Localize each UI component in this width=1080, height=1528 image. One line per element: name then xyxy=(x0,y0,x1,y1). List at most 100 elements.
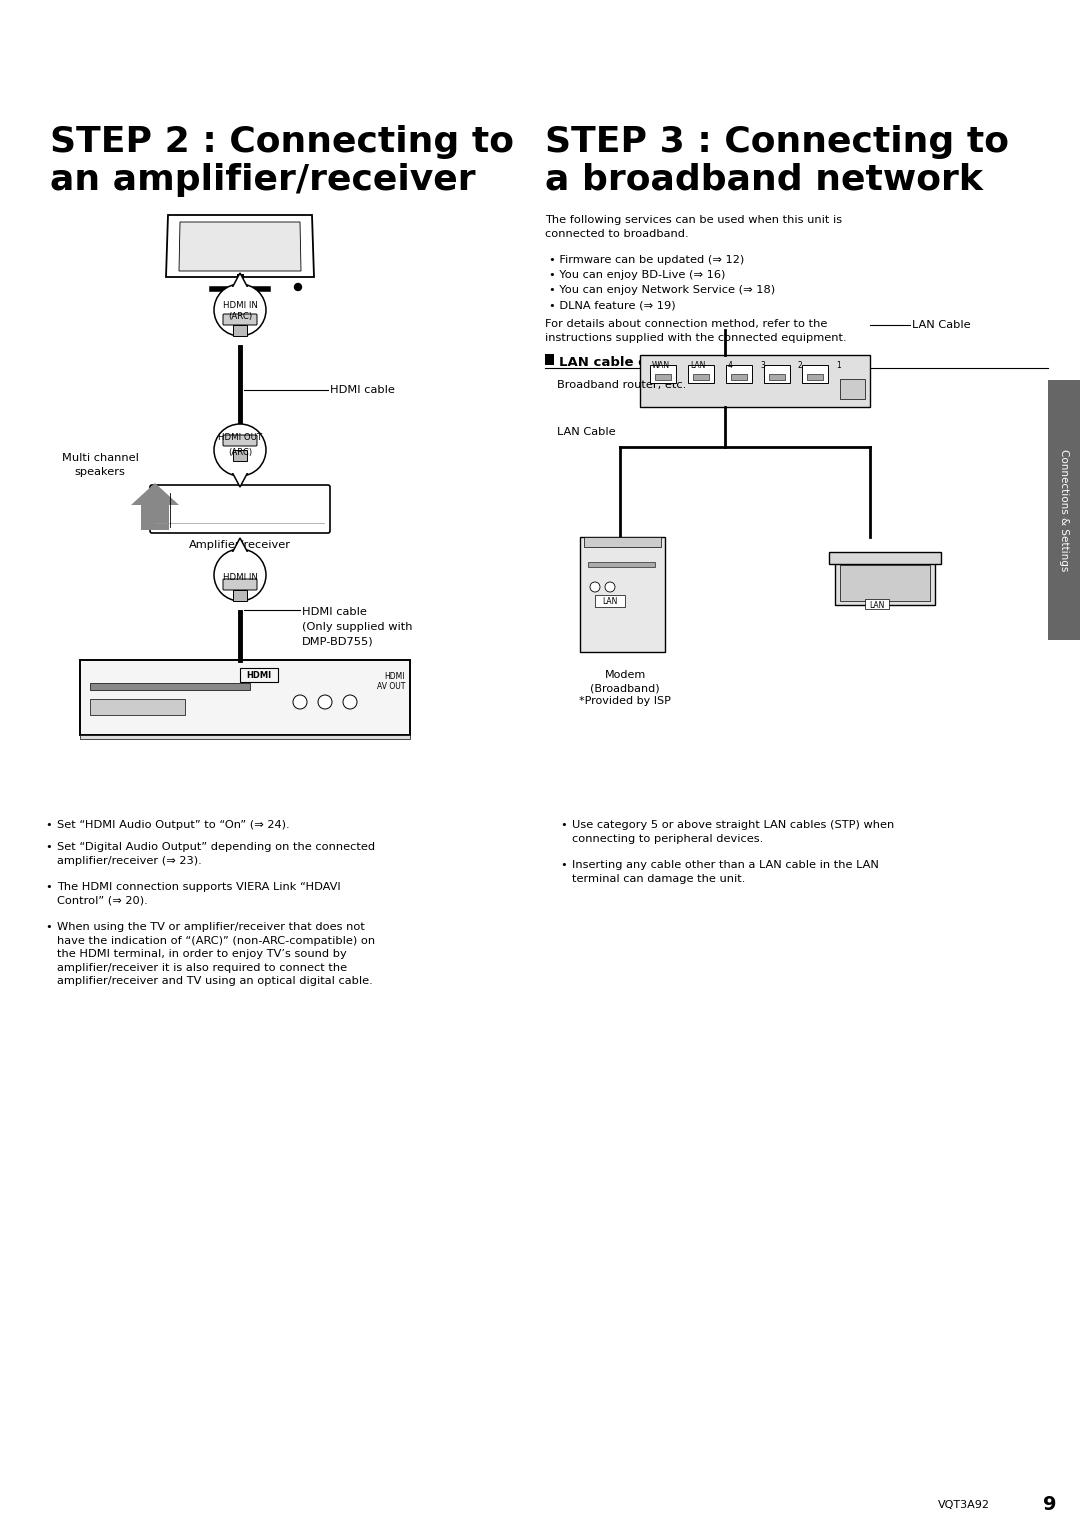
Bar xyxy=(731,374,747,380)
Bar xyxy=(840,379,865,399)
Circle shape xyxy=(293,695,307,709)
Bar xyxy=(764,365,789,384)
Circle shape xyxy=(214,549,266,601)
Text: Amplifier/receiver: Amplifier/receiver xyxy=(189,539,291,550)
Text: HDMI OUT: HDMI OUT xyxy=(218,434,262,443)
Text: Set “Digital Audio Output” depending on the connected
amplifier/receiver (⇒ 23).: Set “Digital Audio Output” depending on … xyxy=(57,842,375,865)
Text: DMP-BD755): DMP-BD755) xyxy=(302,637,374,646)
Circle shape xyxy=(295,284,301,290)
Bar xyxy=(80,735,410,740)
Text: HDMI
AV OUT: HDMI AV OUT xyxy=(377,672,405,691)
Bar xyxy=(584,536,661,547)
Text: When using the TV or amplifier/receiver that does not
have the indication of “(A: When using the TV or amplifier/receiver … xyxy=(57,921,375,987)
Text: •: • xyxy=(561,860,567,869)
Bar xyxy=(90,698,185,715)
Circle shape xyxy=(590,582,600,591)
Polygon shape xyxy=(232,538,248,553)
Polygon shape xyxy=(232,274,248,287)
Text: LAN cable connection: LAN cable connection xyxy=(559,356,720,368)
Bar xyxy=(240,668,278,681)
Text: Multi channel
speakers: Multi channel speakers xyxy=(62,452,138,477)
Polygon shape xyxy=(179,222,301,270)
Bar xyxy=(90,683,249,691)
Text: HDMI IN: HDMI IN xyxy=(222,301,257,310)
Bar xyxy=(580,536,665,652)
Bar xyxy=(654,374,671,380)
Text: (Only supplied with: (Only supplied with xyxy=(302,622,413,633)
Text: •: • xyxy=(45,821,52,830)
FancyBboxPatch shape xyxy=(150,484,330,533)
Text: Broadband router, etc.: Broadband router, etc. xyxy=(557,380,686,390)
Text: Set “HDMI Audio Output” to “On” (⇒ 24).: Set “HDMI Audio Output” to “On” (⇒ 24). xyxy=(57,821,289,830)
Circle shape xyxy=(214,284,266,336)
Text: HDMI cable: HDMI cable xyxy=(330,385,395,396)
Text: an amplifier/receiver: an amplifier/receiver xyxy=(50,163,475,197)
Polygon shape xyxy=(131,483,179,530)
Text: The following services can be used when this unit is
connected to broadband.: The following services can be used when … xyxy=(545,215,842,238)
Bar xyxy=(807,374,823,380)
Text: •: • xyxy=(45,882,52,892)
Bar xyxy=(726,365,752,384)
Bar xyxy=(840,565,930,601)
Text: Use category 5 or above straight LAN cables (STP) when
connecting to peripheral : Use category 5 or above straight LAN cab… xyxy=(572,821,894,843)
Bar xyxy=(688,365,714,384)
Text: HDMI cable: HDMI cable xyxy=(302,607,367,617)
Bar xyxy=(545,354,554,365)
Bar xyxy=(650,365,676,384)
Bar xyxy=(80,660,410,735)
Bar xyxy=(595,594,625,607)
Text: a broadband network: a broadband network xyxy=(545,163,983,197)
Polygon shape xyxy=(166,215,314,277)
Text: Connections & Settings: Connections & Settings xyxy=(1059,449,1069,571)
Text: VQT3A92: VQT3A92 xyxy=(939,1500,990,1510)
Text: HDMI IN: HDMI IN xyxy=(222,573,257,582)
Text: •: • xyxy=(561,821,567,830)
Bar xyxy=(769,374,785,380)
Text: STEP 2 : Connecting to: STEP 2 : Connecting to xyxy=(50,125,514,159)
Text: LAN Cable: LAN Cable xyxy=(557,426,616,437)
FancyBboxPatch shape xyxy=(222,579,257,590)
Circle shape xyxy=(343,695,357,709)
Bar xyxy=(865,599,889,610)
Text: LAN Cable: LAN Cable xyxy=(912,319,971,330)
Bar xyxy=(588,562,654,567)
Text: • Firmware can be updated (⇒ 12): • Firmware can be updated (⇒ 12) xyxy=(549,255,744,264)
Text: • DLNA feature (⇒ 19): • DLNA feature (⇒ 19) xyxy=(549,299,676,310)
Circle shape xyxy=(318,695,332,709)
FancyBboxPatch shape xyxy=(222,313,257,325)
Bar xyxy=(1048,380,1080,640)
Bar xyxy=(233,325,247,336)
Text: 9: 9 xyxy=(1043,1496,1056,1514)
Text: For details about connection method, refer to the
instructions supplied with the: For details about connection method, ref… xyxy=(545,319,847,342)
Text: STEP 3 : Connecting to: STEP 3 : Connecting to xyxy=(545,125,1009,159)
Text: 3: 3 xyxy=(760,361,765,370)
Text: •: • xyxy=(45,842,52,853)
Text: LAN: LAN xyxy=(690,361,705,370)
Text: • You can enjoy Network Service (⇒ 18): • You can enjoy Network Service (⇒ 18) xyxy=(549,286,775,295)
Text: LAN: LAN xyxy=(603,596,618,605)
Text: (ARC): (ARC) xyxy=(228,448,252,457)
Polygon shape xyxy=(232,472,248,487)
Text: Modem
(Broadband)
*Provided by ISP: Modem (Broadband) *Provided by ISP xyxy=(579,669,671,706)
Bar xyxy=(640,354,870,406)
Text: • You can enjoy BD-Live (⇒ 16): • You can enjoy BD-Live (⇒ 16) xyxy=(549,270,726,280)
Text: (ARC): (ARC) xyxy=(228,313,252,321)
Bar xyxy=(693,374,708,380)
Circle shape xyxy=(605,582,615,591)
Text: Inserting any cable other than a LAN cable in the LAN
terminal can damage the un: Inserting any cable other than a LAN cab… xyxy=(572,860,879,883)
FancyBboxPatch shape xyxy=(222,435,257,446)
Text: •: • xyxy=(45,921,52,932)
Bar xyxy=(835,561,935,605)
Text: 2: 2 xyxy=(798,361,802,370)
Bar xyxy=(829,552,941,564)
Text: The HDMI connection supports VIERA Link “HDAVI
Control” (⇒ 20).: The HDMI connection supports VIERA Link … xyxy=(57,882,341,906)
Text: HDMI: HDMI xyxy=(246,671,271,680)
Bar xyxy=(802,365,828,384)
Bar xyxy=(233,451,247,461)
Text: 1: 1 xyxy=(836,361,840,370)
Bar xyxy=(233,590,247,601)
Text: LAN: LAN xyxy=(869,602,885,611)
Circle shape xyxy=(214,423,266,477)
Text: WAN: WAN xyxy=(652,361,670,370)
Text: 4: 4 xyxy=(728,361,733,370)
